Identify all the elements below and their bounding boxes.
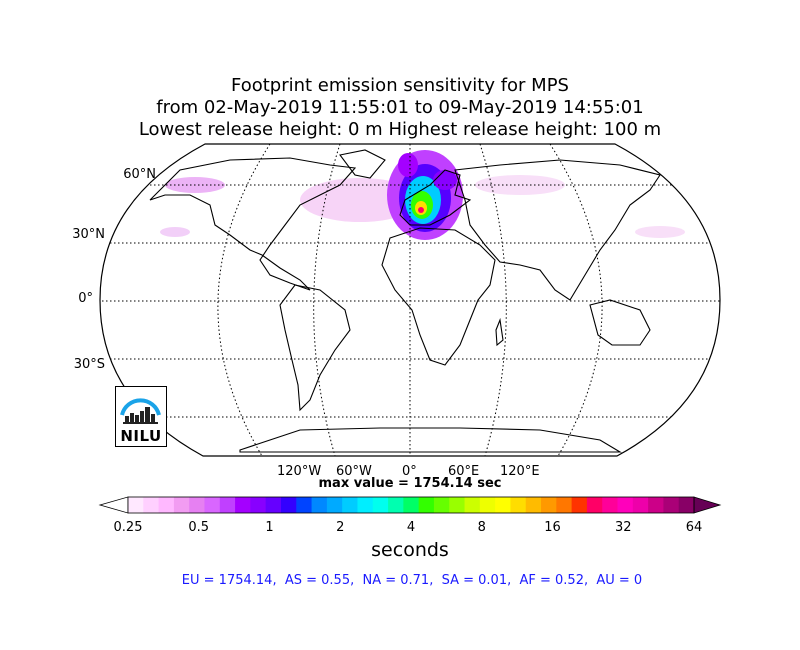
title-line-1: Footprint emission sensitivity for MPS <box>231 75 569 96</box>
colorbar-segment <box>250 497 267 513</box>
colorbar-segment <box>357 497 374 513</box>
colorbar-tick-label: 1 <box>265 520 274 535</box>
title-line-2: from 02-May-2019 11:55:01 to 09-May-2019… <box>156 97 644 118</box>
colorbar-label: seconds <box>371 539 449 561</box>
colorbar-over-extension <box>693 496 722 514</box>
lat-label-30s: 30°S <box>73 357 105 372</box>
colorbar-segment <box>648 497 664 513</box>
colorbar-segment <box>189 497 205 513</box>
colorbar-segment <box>632 497 649 513</box>
colorbar-segment <box>296 497 313 513</box>
colorbar-segment <box>311 497 328 513</box>
lat-label-30n: 30°N <box>72 227 105 242</box>
colorbar-tick-label: 4 <box>406 520 416 535</box>
colorbar-segment <box>280 497 297 513</box>
colorbar-segment <box>418 497 435 513</box>
colorbar-segment <box>143 497 160 513</box>
colorbar-segment <box>464 497 481 513</box>
coastlines <box>149 149 661 453</box>
colorbar-segment <box>586 497 603 513</box>
colorbar-segment <box>602 497 619 513</box>
colorbar-segment <box>372 497 389 513</box>
colorbar-tick-label: 16 <box>544 520 561 535</box>
colorbar-segment <box>204 497 221 513</box>
colorbar-segment <box>433 497 450 513</box>
colorbar-segment <box>495 497 511 513</box>
nilu-logo-text: NILU <box>120 427 162 445</box>
lat-label-60n: 60°N <box>123 167 156 182</box>
map-boundary <box>99 143 721 457</box>
colorbar-segment <box>388 497 404 513</box>
colorbar-segment <box>663 497 680 513</box>
colorbar-tick-label: 32 <box>614 520 632 535</box>
colorbar-tick-label: 64 <box>685 520 703 535</box>
colorbar-segment <box>541 497 557 513</box>
nilu-logo: NILU <box>115 386 167 447</box>
lon-label-0: 0° <box>402 464 417 479</box>
colorbar-segment <box>525 497 542 513</box>
colorbar-segment <box>158 497 175 513</box>
lon-label-120w: 120°W <box>277 464 322 479</box>
colorbar-tick-label: 0.25 <box>113 520 143 535</box>
colorbar-segment <box>342 497 358 513</box>
colorbar-segment <box>173 497 190 513</box>
colorbar-segment <box>510 497 527 513</box>
colorbar <box>98 496 722 514</box>
colorbar-frame <box>127 496 695 514</box>
colorbar-tick-label: 0.5 <box>188 520 210 535</box>
colorbar-segment <box>403 497 420 513</box>
colorbar-tick-label: 8 <box>477 520 486 535</box>
colorbar-segment <box>235 497 251 513</box>
colorbar-under-extension <box>98 496 129 514</box>
colorbar-segment <box>449 497 466 513</box>
lon-label-60e: 60°E <box>448 464 480 479</box>
colorbar-segment <box>265 497 282 513</box>
graticule <box>100 144 720 456</box>
title-line-3: Lowest release height: 0 m Highest relea… <box>138 119 662 140</box>
colorbar-segment <box>617 497 634 513</box>
colorbar-tick-label: 2 <box>336 520 345 535</box>
max-value-label: max value = 1754.14 sec <box>318 476 502 491</box>
lon-label-60w: 60°W <box>336 464 372 479</box>
colorbar-segment <box>219 497 236 513</box>
colorbar-segment <box>678 497 695 513</box>
colorbar-segment <box>571 497 588 513</box>
lat-label-0: 0° <box>78 291 93 306</box>
colorbar-segment <box>128 497 144 513</box>
region-stats: EU = 1754.14, AS = 0.55, NA = 0.71, SA =… <box>181 573 643 588</box>
colorbar-segment <box>479 497 496 513</box>
colorbar-segment <box>326 497 343 513</box>
lon-label-120e: 120°E <box>500 464 540 479</box>
colorbar-segment <box>556 497 573 513</box>
